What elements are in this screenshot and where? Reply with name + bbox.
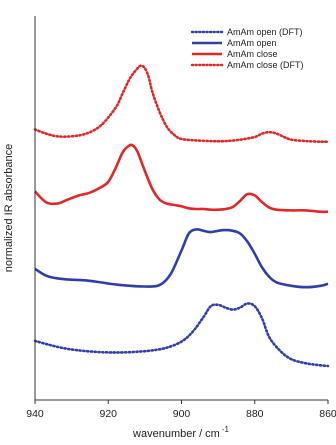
x-tick-label: 880 — [246, 408, 264, 420]
x-tick-label: 940 — [26, 408, 44, 420]
x-axis-title-superscript: -1 — [222, 425, 230, 434]
legend-label-2: AmAm close — [227, 49, 278, 59]
x-tick-label: 860 — [319, 408, 336, 420]
x-tick-label: 920 — [99, 408, 117, 420]
y-axis-title: normalized IR absorbance — [3, 144, 15, 272]
x-axis-title: wavenumber / cm -1 — [132, 425, 229, 440]
series-line-1 — [34, 228, 329, 289]
series-line-3 — [33, 64, 330, 144]
x-axis-title-main: wavenumber / cm — [132, 428, 220, 440]
legend-label-0: AmAm open (DFT) — [227, 27, 303, 37]
legend-label-1: AmAm open — [227, 38, 277, 48]
x-tick-group: 940 920 900 880 860 — [26, 400, 336, 420]
legend-label-3: AmAm close (DFT) — [227, 60, 304, 70]
plot-series-group — [33, 64, 330, 368]
series-line-2 — [34, 143, 329, 214]
series-line-0 — [33, 302, 330, 368]
x-tick-label: 900 — [173, 408, 191, 420]
